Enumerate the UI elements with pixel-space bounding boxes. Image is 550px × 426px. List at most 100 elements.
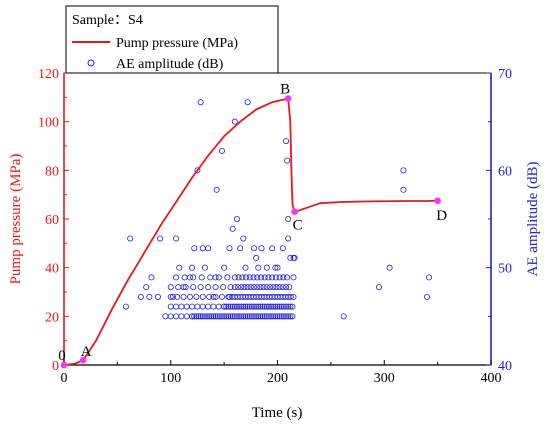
ae-point bbox=[261, 303, 268, 310]
ae-point bbox=[259, 313, 266, 320]
ae-point bbox=[280, 313, 287, 320]
ae-amplitude-scatter bbox=[122, 99, 433, 320]
legend-scatter-label: AE amplitude (dB) bbox=[116, 57, 224, 72]
ae-point bbox=[197, 99, 204, 106]
ae-point bbox=[284, 274, 291, 281]
annotation-label: D bbox=[436, 208, 447, 224]
y-left-tick-label: 40 bbox=[45, 262, 59, 277]
ae-point bbox=[244, 303, 251, 310]
ae-point bbox=[270, 313, 277, 320]
y-left-tick-label: 20 bbox=[45, 310, 59, 325]
ae-point bbox=[263, 264, 270, 271]
ae-point bbox=[221, 313, 228, 320]
ae-point bbox=[212, 284, 219, 291]
ae-point bbox=[194, 303, 201, 310]
y-left-axis-title: Pump pressure (MPa) bbox=[8, 154, 24, 285]
ae-point bbox=[244, 284, 251, 291]
ae-point bbox=[180, 284, 187, 291]
ae-point bbox=[173, 303, 180, 310]
legend: Sample：S4 Pump pressure (MPa) AE amplitu… bbox=[65, 5, 279, 74]
x-axis-title: Time (s) bbox=[252, 405, 303, 421]
ae-point bbox=[276, 274, 283, 281]
ae-point bbox=[236, 313, 243, 320]
ae-point bbox=[199, 293, 206, 300]
ae-point bbox=[257, 284, 264, 291]
ae-point bbox=[204, 313, 211, 320]
ae-point bbox=[285, 235, 292, 242]
ae-point bbox=[207, 274, 214, 281]
ae-point bbox=[278, 303, 285, 310]
ae-point bbox=[246, 303, 253, 310]
ae-point bbox=[279, 245, 286, 252]
ae-point bbox=[167, 293, 174, 300]
ae-point bbox=[274, 264, 281, 271]
ae-point bbox=[167, 313, 174, 320]
ae-point bbox=[210, 293, 217, 300]
annotation-marker bbox=[284, 95, 292, 102]
ae-point bbox=[426, 274, 433, 281]
ae-point bbox=[265, 303, 272, 310]
ae-point bbox=[167, 284, 174, 291]
ae-point bbox=[208, 313, 215, 320]
ae-point bbox=[225, 313, 232, 320]
ae-point bbox=[182, 284, 189, 291]
ae-point bbox=[269, 274, 276, 281]
ae-point bbox=[260, 284, 267, 291]
ae-point bbox=[257, 303, 264, 310]
ae-point bbox=[227, 303, 234, 310]
ae-point bbox=[143, 284, 150, 291]
ae-point bbox=[218, 313, 225, 320]
ae-point bbox=[199, 245, 206, 252]
ae-point bbox=[173, 274, 180, 281]
ae-point bbox=[220, 284, 227, 291]
ae-point bbox=[400, 186, 407, 193]
x-tick-label: 300 bbox=[374, 371, 395, 386]
ae-point bbox=[285, 313, 292, 320]
ae-point bbox=[162, 313, 169, 320]
ae-point bbox=[229, 303, 236, 310]
ae-point bbox=[183, 303, 190, 310]
ae-point bbox=[257, 274, 264, 281]
ae-point bbox=[263, 284, 270, 291]
ae-point bbox=[205, 284, 212, 291]
ae-point bbox=[240, 313, 247, 320]
ae-point bbox=[255, 313, 262, 320]
ae-point bbox=[272, 264, 279, 271]
ae-point bbox=[231, 284, 238, 291]
annotation-layer: 0 A B C D bbox=[58, 82, 447, 369]
ae-point bbox=[231, 303, 238, 310]
ae-point bbox=[197, 313, 204, 320]
ae-point bbox=[186, 274, 193, 281]
ae-point bbox=[238, 303, 245, 310]
ae-point bbox=[250, 274, 257, 281]
ae-point bbox=[175, 284, 182, 291]
ae-point bbox=[276, 303, 283, 310]
ae-point bbox=[193, 313, 200, 320]
ae-point bbox=[180, 293, 187, 300]
ae-point bbox=[279, 284, 286, 291]
ae-point bbox=[205, 245, 212, 252]
ae-point bbox=[191, 245, 198, 252]
annotation-label: C bbox=[293, 218, 303, 234]
ae-point bbox=[240, 303, 247, 310]
ae-point bbox=[265, 313, 272, 320]
ae-point bbox=[237, 245, 244, 252]
ae-point bbox=[242, 303, 249, 310]
ae-point bbox=[195, 313, 202, 320]
ae-point bbox=[234, 284, 241, 291]
annotation-label: 0 bbox=[58, 348, 66, 364]
ae-point bbox=[286, 284, 293, 291]
ae-point bbox=[173, 313, 180, 320]
ae-point bbox=[215, 303, 222, 310]
ae-point bbox=[223, 313, 230, 320]
tick-layer: 0 100 200 300 400 0 20 40 60 80 100 120 40 50 60 70 bbox=[38, 67, 512, 386]
ae-point bbox=[231, 118, 238, 125]
ae-point bbox=[267, 284, 274, 291]
ae-point bbox=[154, 293, 161, 300]
y-left-tick-label: 0 bbox=[52, 359, 59, 374]
ae-point bbox=[263, 313, 270, 320]
ae-point bbox=[253, 254, 260, 261]
ae-point bbox=[189, 264, 196, 271]
ae-point bbox=[287, 293, 294, 300]
